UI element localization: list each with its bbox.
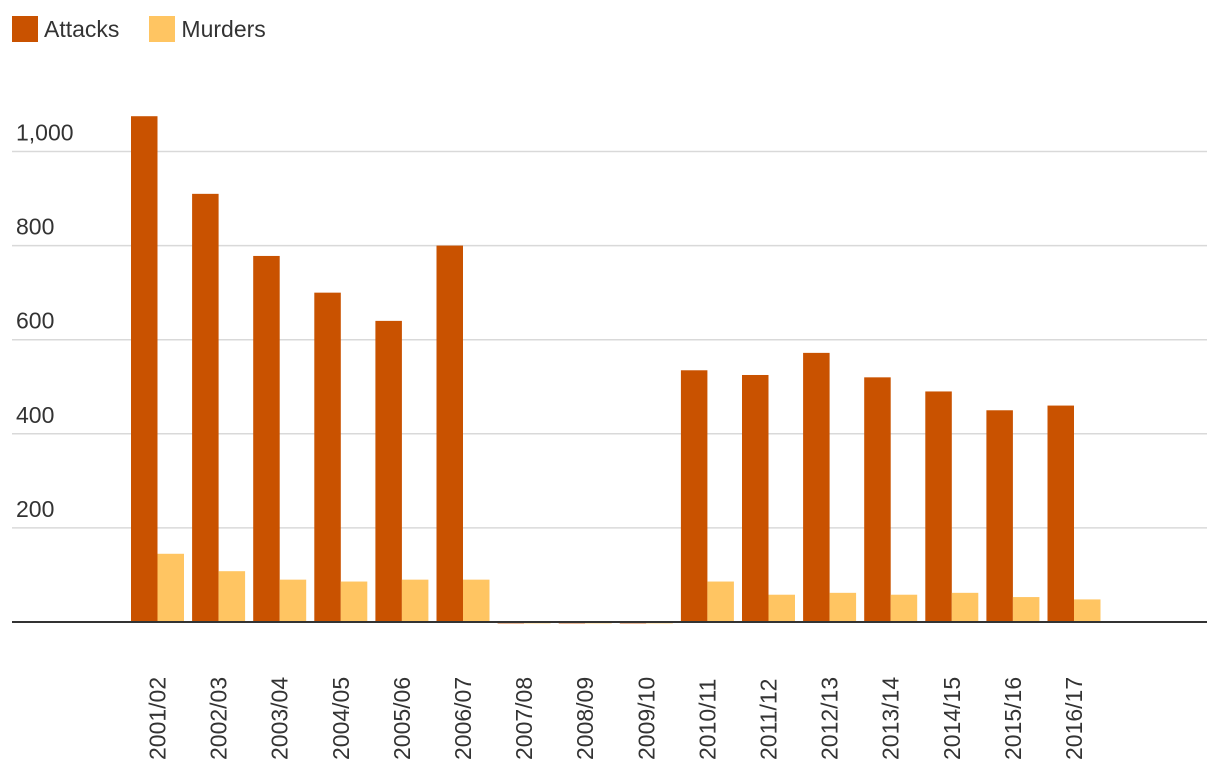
bar-murders <box>1012 597 1040 622</box>
x-tick-label: 2004/05 <box>328 677 354 760</box>
bar-attacks <box>680 370 708 622</box>
bar-murders <box>157 553 184 622</box>
x-tick-label: 2003/04 <box>267 677 293 760</box>
bar-murders <box>401 579 429 622</box>
bar-murders <box>463 579 490 622</box>
y-tick-label: 600 <box>16 308 54 334</box>
bar-murders <box>768 594 795 622</box>
bar-attacks <box>253 255 280 623</box>
bar-attacks <box>803 352 830 622</box>
x-tick-label: 2010/11 <box>694 679 720 760</box>
bar-attacks <box>375 320 402 622</box>
bar-murders <box>890 594 918 622</box>
x-tick-label: 2015/16 <box>1000 677 1026 760</box>
bar-murders <box>951 592 979 622</box>
bar-attacks <box>864 377 891 622</box>
bar-murders <box>340 581 368 622</box>
x-tick-label: 2001/02 <box>145 677 171 760</box>
bar-attacks <box>742 374 769 622</box>
x-tick-label: 2006/07 <box>450 677 476 760</box>
x-tick-label: 2007/08 <box>511 677 537 760</box>
bar-attacks <box>192 193 219 622</box>
bar-murders <box>829 592 857 622</box>
x-tick-label: 2016/17 <box>1061 677 1087 760</box>
bar-murders <box>1074 599 1101 622</box>
bar-murders <box>218 571 246 622</box>
legend-swatch-murders <box>149 16 176 42</box>
bar-murders <box>707 581 734 622</box>
x-tick-label: 2012/13 <box>817 677 843 760</box>
chart-legend: Attacks Murders <box>12 14 296 44</box>
x-tick-label: 2011/12 <box>756 679 782 760</box>
x-tick-label: 2014/15 <box>939 677 965 760</box>
y-tick-label: 200 <box>16 496 54 522</box>
y-tick-label: 800 <box>16 214 54 240</box>
bar-attacks <box>131 116 158 623</box>
legend-swatch-attacks <box>12 16 38 42</box>
y-tick-label: 1,000 <box>16 120 74 146</box>
legend-label-attacks: Attacks <box>44 15 120 42</box>
bar-attacks <box>986 410 1013 622</box>
bar-attacks <box>1047 405 1074 622</box>
bar-murders <box>279 579 307 622</box>
x-tick-label: 2005/06 <box>389 677 415 760</box>
x-tick-label: 2002/03 <box>206 677 232 760</box>
bar-attacks <box>925 391 952 622</box>
x-tick-label: 2009/10 <box>633 677 659 760</box>
y-tick-label: 400 <box>16 402 54 428</box>
legend-item-attacks: Attacks <box>12 16 119 43</box>
legend-item-murders: Murders <box>149 15 266 43</box>
x-tick-label: 2008/09 <box>572 677 598 760</box>
bar-attacks <box>436 245 463 622</box>
legend-label-murders: Murders <box>181 15 266 42</box>
bar-attacks <box>314 292 341 622</box>
x-tick-label: 2013/14 <box>878 677 904 760</box>
